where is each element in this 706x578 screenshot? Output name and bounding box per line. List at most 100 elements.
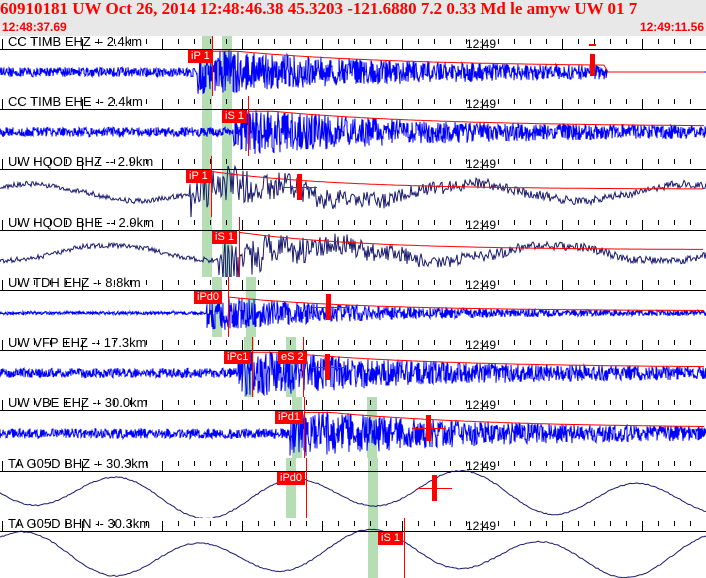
- axis-tick: [466, 400, 467, 405]
- coda-window-band: [202, 156, 212, 217]
- axis-tick: [322, 220, 323, 231]
- axis-tick: [370, 280, 371, 285]
- pick-line-is-1[interactable]: [404, 518, 405, 578]
- axis-tick: [226, 340, 227, 345]
- axis-tick: [562, 461, 563, 472]
- trace-panel-uw-vfp-ehz[interactable]: UW VFP EHZ -- 17.3km 12:49 iPc1 eS 2: [0, 337, 706, 397]
- axis-tick: [290, 280, 291, 285]
- pick-line-ip-1[interactable]: [212, 36, 213, 96]
- time-axis-ticks: [0, 99, 706, 113]
- axis-tick: [578, 39, 579, 44]
- pick-label-ipd0[interactable]: iPd0: [194, 291, 223, 304]
- axis-tick: [18, 39, 19, 44]
- axis-tick: [34, 461, 35, 466]
- axis-tick: [146, 521, 147, 526]
- axis-tick: [674, 99, 675, 104]
- axis-tick: [130, 521, 131, 526]
- trace-panel-cc-timb-ehe[interactable]: CC TIMB EHE -- 2.4km 12:49 iS 1: [0, 96, 706, 156]
- axis-tick: [418, 340, 419, 345]
- axis-tick: [146, 340, 147, 345]
- axis-tick: [434, 521, 435, 526]
- axis-tick: [466, 159, 467, 164]
- trace-panel-ta-g05d-bhz[interactable]: TA G05D BHZ -- 30.3km 12:49 iPd0: [0, 458, 706, 518]
- axis-tick: [274, 99, 275, 104]
- axis-tick: [434, 99, 435, 104]
- coda-window-band: [222, 217, 232, 277]
- pick-label-ip-1[interactable]: iP 1: [188, 50, 213, 63]
- pick-label-ip-1[interactable]: iP 1: [186, 170, 211, 183]
- axis-tick: [178, 99, 179, 104]
- axis-tick: [162, 280, 163, 291]
- axis-tick: [450, 39, 451, 44]
- axis-tick: [50, 39, 51, 44]
- axis-tick: [674, 39, 675, 44]
- axis-tick: [642, 220, 643, 231]
- axis-tick: [210, 340, 211, 345]
- trace-panels[interactable]: CC TIMB EHZ -- 2.4km 12:49 iP 1 CC TIMB EHE…: [0, 36, 706, 578]
- axis-tick: [610, 220, 611, 225]
- trace-panel-uw-hqod-bhz[interactable]: UW HQOD BHZ -- 2.9km 12:49 iP 1: [0, 156, 706, 217]
- pick-line-is-1[interactable]: [248, 96, 249, 156]
- axis-tick: [610, 39, 611, 44]
- axis-tick: [98, 280, 99, 285]
- axis-tick: [338, 521, 339, 526]
- axis-tick: [130, 159, 131, 164]
- axis-tick: [674, 280, 675, 285]
- axis-tick: [546, 400, 547, 405]
- axis-tick: [258, 280, 259, 285]
- axis-tick: [258, 400, 259, 405]
- axis-tick: [594, 521, 595, 526]
- axis-tick: [242, 99, 243, 110]
- pick-line-es-2[interactable]: [303, 337, 304, 397]
- pick-label-is-1[interactable]: iS 1: [378, 532, 403, 545]
- axis-tick: [418, 39, 419, 44]
- axis-tick: [514, 461, 515, 466]
- axis-tick: [226, 461, 227, 466]
- axis-tick: [498, 159, 499, 164]
- trace-panel-ta-g05d-bhn[interactable]: TA G05D BHN -- 30.3km 12:49 iS 1: [0, 518, 706, 578]
- waveform-trace: [0, 164, 706, 217]
- trace-panel-uw-tdh-ehz[interactable]: UW TDH EHZ -- 8.8km 12:49 iPd0: [0, 277, 706, 337]
- pick-label-ipd0[interactable]: iPd0: [277, 472, 306, 485]
- axis-tick: [146, 220, 147, 225]
- axis-tick: [82, 39, 83, 50]
- pick-line-ipc1[interactable]: [252, 337, 253, 397]
- pick-label-ipd1[interactable]: iPd1: [275, 411, 304, 424]
- axis-tick: [18, 280, 19, 285]
- axis-tick: [450, 159, 451, 164]
- axis-tick: [514, 280, 515, 285]
- pick-line-ipd0[interactable]: [306, 458, 307, 518]
- pick-line-ip-1[interactable]: [211, 156, 212, 217]
- pick-label-es-2[interactable]: eS 2: [278, 351, 307, 364]
- trace-panel-uw-hqod-bhe[interactable]: UW HQOD BHE -- 2.9km 12:49 iS 1: [0, 217, 706, 277]
- window-start-time: 12:48:37.69: [2, 20, 67, 34]
- axis-tick: [594, 159, 595, 164]
- axis-tick: [386, 461, 387, 466]
- axis-tick: [2, 159, 3, 170]
- axis-tick: [242, 461, 243, 472]
- axis-tick: [434, 340, 435, 345]
- axis-tick: [498, 340, 499, 345]
- pick-line-ipd1[interactable]: [304, 397, 305, 458]
- trace-panel-cc-timb-ehz[interactable]: CC TIMB EHZ -- 2.4km 12:49 iP 1: [0, 36, 706, 96]
- axis-tick: [82, 340, 83, 351]
- pick-label-is-1[interactable]: iS 1: [212, 231, 237, 244]
- coda-window-band: [202, 96, 212, 156]
- axis-tick: [162, 400, 163, 411]
- axis-tick: [114, 99, 115, 104]
- pick-label-ipc1[interactable]: iPc1: [224, 351, 252, 364]
- pick-label-is-1[interactable]: iS 1: [222, 110, 247, 123]
- time-axis-ticks: [0, 461, 706, 475]
- trace-panel-uw-vbe-ehz[interactable]: UW VBE EHZ -- 30.0km 12:49 iPd1: [0, 397, 706, 458]
- axis-tick: [658, 280, 659, 285]
- axis-tick: [450, 400, 451, 405]
- pick-line-ipd0[interactable]: [228, 277, 229, 337]
- axis-tick: [274, 159, 275, 164]
- pick-line-is-1[interactable]: [239, 217, 240, 277]
- axis-tick: [290, 39, 291, 44]
- amplitude-marker[interactable]: [590, 54, 595, 76]
- axis-tick: [130, 461, 131, 466]
- axis-tick: [274, 280, 275, 285]
- axis-tick: [626, 99, 627, 104]
- axis-tick: [34, 159, 35, 164]
